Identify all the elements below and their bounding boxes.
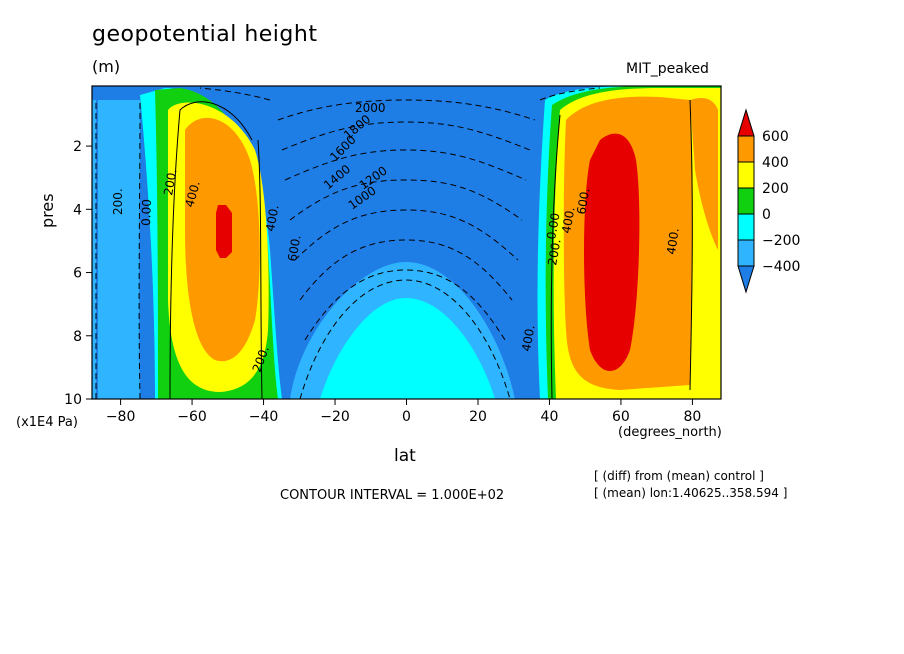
contour-label: 400. <box>519 324 537 353</box>
contour-label: 200. <box>111 188 125 215</box>
x-axis-label: lat <box>394 446 416 466</box>
colorbar-label: 200 <box>762 181 789 197</box>
contour-label: 400. <box>263 204 281 233</box>
contour-label: 400. <box>559 206 577 235</box>
colorbar-swatch <box>737 161 755 189</box>
colorbar-top-arrow <box>737 108 755 137</box>
colorbar-label: 0 <box>762 207 771 223</box>
contour-label: 600. <box>285 234 303 263</box>
chart-units: (m) <box>92 57 121 76</box>
colorbar-label: −400 <box>762 259 800 275</box>
note-mean: [ (mean) lon:1.40625..358.594 ] <box>594 486 788 500</box>
colorbar-swatch <box>737 239 755 267</box>
contour-label: 0.00 <box>544 212 562 241</box>
contour-label: 600. <box>574 187 592 216</box>
note-diff: [ (diff) from (mean) control ] <box>594 469 764 483</box>
colorbar-swatch <box>737 213 755 241</box>
x-tick-label: 40 <box>541 409 559 425</box>
axes: −80 −60 −40 −20 0 20 40 60 80 2 4 6 8 10 <box>64 139 701 425</box>
y-tick-label: 2 <box>73 139 82 155</box>
colorbar-label: −200 <box>762 233 800 249</box>
y-tick-label: 4 <box>73 202 82 218</box>
y-tick-label: 8 <box>73 329 82 345</box>
colorbar-swatch <box>737 135 755 163</box>
contour-label: 0.00 <box>139 199 154 226</box>
colorbar-swatch <box>737 187 755 215</box>
contour-label: 400. <box>664 227 682 255</box>
x-axis-unit: (degrees_north) <box>618 425 722 440</box>
chart-title: geopotential height <box>92 22 318 47</box>
y-tick-label: 6 <box>73 266 82 282</box>
contour-label: 200. <box>161 168 179 197</box>
x-tick-label: 20 <box>469 409 487 425</box>
contour-interval: CONTOUR INTERVAL = 1.000E+02 <box>280 488 505 503</box>
chart-subtitle: MIT_peaked <box>626 61 709 77</box>
plot-area: 2000 1800 1600 1400 1200 1000 200. 400. … <box>92 86 721 399</box>
colorbar-label: 400 <box>762 155 789 171</box>
colorbar: 600 400 200 0 −200 −400 <box>737 108 800 294</box>
x-tick-label: 0 <box>402 409 411 425</box>
y-axis-unit: (x1E4 Pa) <box>16 415 78 430</box>
colorbar-label: 600 <box>762 129 789 145</box>
y-axis-label: pres <box>38 193 57 228</box>
colorbar-bottom-arrow <box>737 265 755 294</box>
contour-label: 2000 <box>355 101 386 115</box>
x-tick-label: 80 <box>683 409 701 425</box>
y-tick-label: 10 <box>64 392 82 408</box>
x-tick-label: 60 <box>612 409 630 425</box>
x-tick-label: −80 <box>106 409 136 425</box>
x-tick-label: −60 <box>177 409 207 425</box>
x-tick-label: −40 <box>249 409 279 425</box>
contour-label: 200. <box>545 238 563 267</box>
x-tick-label: −20 <box>320 409 350 425</box>
contour-label: 400. <box>182 179 202 208</box>
